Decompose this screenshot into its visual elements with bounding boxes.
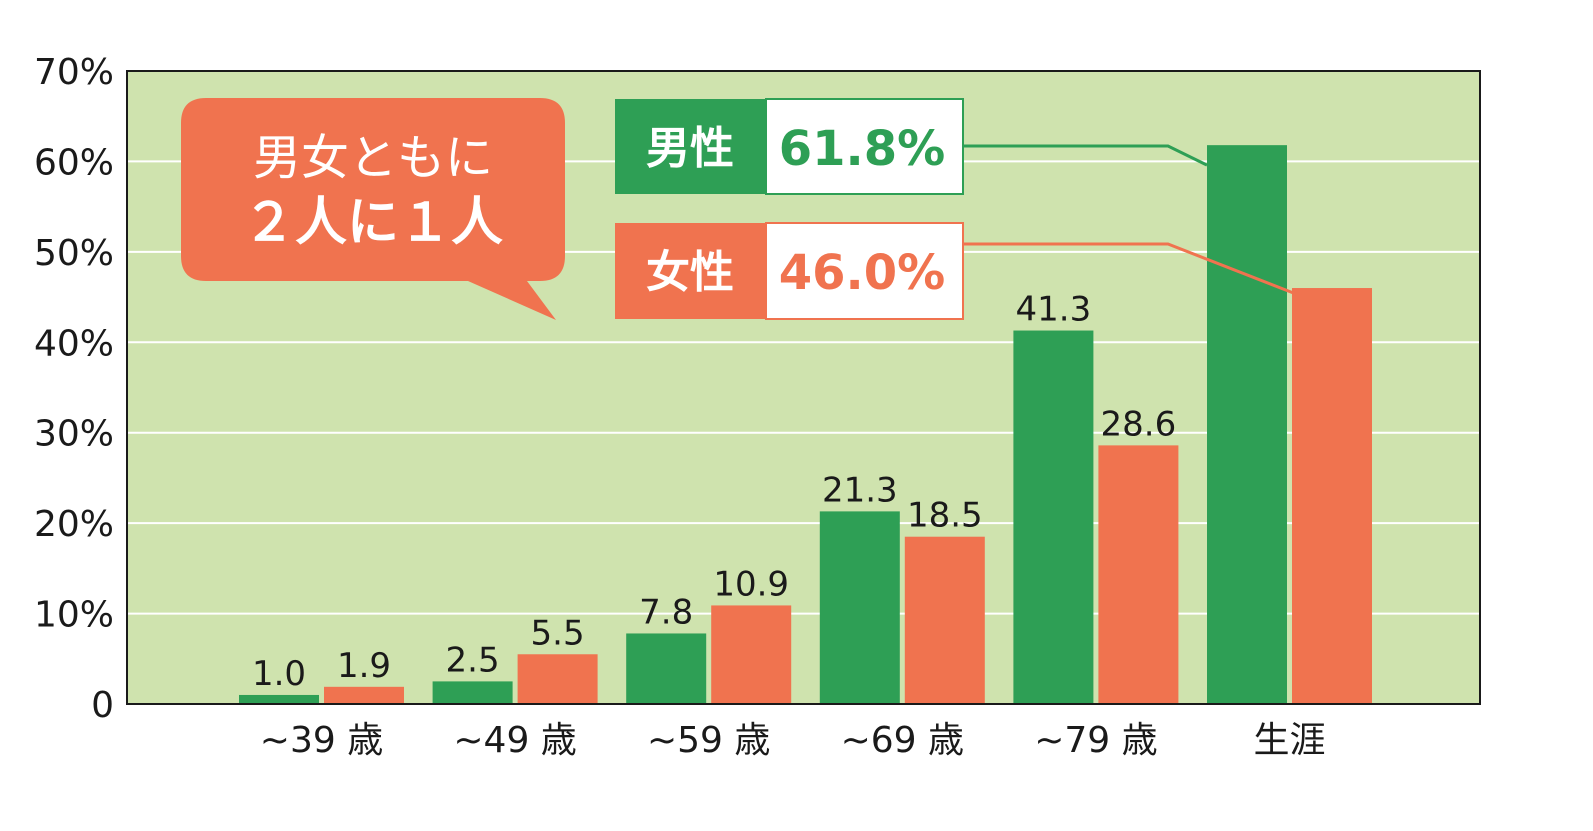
- x-category-label: ~69 歳: [841, 720, 964, 761]
- y-tick-label: 10%: [34, 595, 114, 636]
- y-axis-ticks: 0 10% 20% 30% 40% 50% 60% 70%: [34, 52, 114, 726]
- bar-male: [432, 681, 513, 704]
- y-tick-label: 0: [91, 685, 114, 726]
- legend-female-title: 女性: [646, 247, 734, 298]
- y-tick-label: 30%: [34, 414, 114, 455]
- bars: [239, 145, 1372, 704]
- legend-leader-lines: [963, 144, 1297, 296]
- bar-male: [819, 511, 900, 704]
- x-category-label: ~49 歳: [453, 720, 576, 761]
- bar-female: [904, 536, 985, 704]
- callout-line2: ２人に１人: [243, 193, 503, 253]
- data-label: 5.5: [531, 613, 585, 653]
- data-label: 1.0: [252, 654, 306, 694]
- legend-female: 女性 46.0%: [615, 222, 964, 320]
- callout-shape: [181, 98, 565, 320]
- x-category-label: 生涯: [1253, 720, 1325, 761]
- bar-male: [626, 633, 707, 704]
- bar-male: [1207, 145, 1287, 704]
- plot-frame: [126, 70, 1481, 705]
- callout-line1: 男女ともに: [253, 130, 493, 186]
- data-label: 7.8: [639, 592, 693, 632]
- callout-bubble: 男女ともに ２人に１人: [181, 98, 565, 320]
- bar-male: [1013, 330, 1094, 704]
- y-tick-label: 20%: [34, 504, 114, 545]
- data-label: 1.9: [337, 646, 391, 686]
- data-label: 41.3: [1016, 290, 1092, 330]
- legend-male-title-box: [615, 99, 766, 194]
- data-label: 2.5: [446, 640, 500, 680]
- data-label: 21.3: [822, 470, 898, 510]
- leader-line-female: [963, 242, 1297, 296]
- x-category-label: ~39 歳: [260, 720, 383, 761]
- bar-female: [517, 654, 598, 704]
- legend-male: 男性 61.8%: [615, 98, 964, 195]
- data-labels: 1.0 1.9 2.5 5.5 7.8 10.9 21.318.5 41.3 28.6: [252, 290, 1176, 694]
- legend-female-value-box: [765, 222, 964, 320]
- x-category-label: ~79 歳: [1034, 720, 1157, 761]
- y-tick-label: 50%: [34, 233, 114, 274]
- x-category-label: ~59 歳: [647, 720, 770, 761]
- y-tick-label: 40%: [34, 323, 114, 364]
- x-axis-labels: ~39 歳 ~49 歳 ~59 歳 ~69 歳 ~79 歳 生涯: [260, 720, 1326, 761]
- leader-line-male: [963, 144, 1208, 167]
- data-label: 18.5: [907, 496, 983, 536]
- bar-female: [1292, 288, 1372, 704]
- data-label: 10.9: [713, 564, 789, 604]
- y-tick-label: 70%: [34, 52, 114, 93]
- bar-female: [324, 686, 404, 704]
- legend-female-title-box: [615, 223, 766, 319]
- legend-male-value-box: [765, 98, 964, 195]
- legend-female-value: 46.0%: [779, 245, 946, 301]
- legend-male-value: 61.8%: [779, 121, 946, 177]
- y-tick-label: 60%: [34, 142, 114, 183]
- bar-female: [711, 605, 792, 704]
- data-label: 28.6: [1101, 404, 1177, 444]
- legend-male-title: 男性: [646, 123, 734, 174]
- bar-male: [239, 694, 319, 704]
- bar-female: [1098, 445, 1179, 704]
